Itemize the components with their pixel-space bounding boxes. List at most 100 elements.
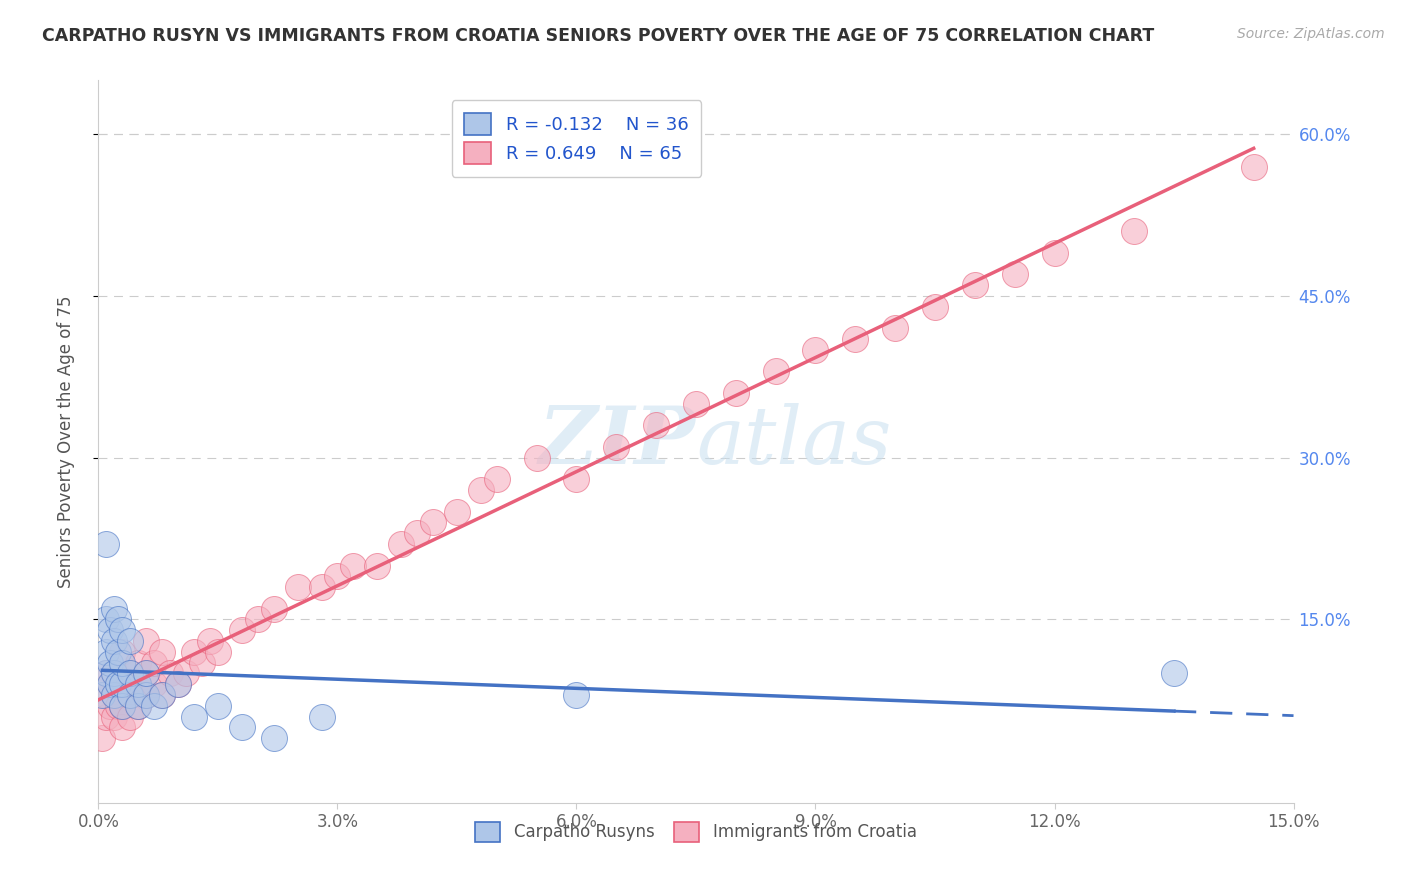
Point bbox=[111, 624, 134, 638]
Point bbox=[1123, 224, 1146, 238]
Point bbox=[287, 580, 309, 594]
Point bbox=[446, 505, 468, 519]
Point bbox=[127, 656, 149, 670]
Point bbox=[724, 386, 747, 401]
Point bbox=[485, 472, 508, 486]
Point bbox=[1004, 268, 1026, 282]
Point bbox=[103, 634, 125, 648]
Point bbox=[207, 645, 229, 659]
Point bbox=[765, 364, 787, 378]
Point bbox=[111, 698, 134, 713]
Point bbox=[98, 698, 122, 713]
Text: ZIP: ZIP bbox=[538, 403, 696, 480]
Point bbox=[150, 688, 173, 702]
Point bbox=[311, 709, 333, 723]
Point bbox=[120, 688, 142, 702]
Point bbox=[263, 731, 285, 745]
Point bbox=[246, 612, 269, 626]
Point bbox=[167, 677, 190, 691]
Point bbox=[103, 688, 125, 702]
Point bbox=[198, 634, 221, 648]
Point bbox=[120, 666, 142, 681]
Point bbox=[111, 677, 134, 691]
Point bbox=[111, 645, 134, 659]
Point bbox=[107, 612, 129, 626]
Point bbox=[183, 709, 205, 723]
Point bbox=[183, 645, 205, 659]
Point bbox=[231, 624, 253, 638]
Point bbox=[91, 731, 114, 745]
Point bbox=[645, 418, 668, 433]
Point bbox=[96, 645, 118, 659]
Point bbox=[103, 666, 125, 681]
Point bbox=[143, 698, 166, 713]
Point bbox=[96, 666, 118, 681]
Point bbox=[107, 698, 129, 713]
Point bbox=[96, 688, 118, 702]
Point bbox=[470, 483, 492, 497]
Point bbox=[98, 677, 122, 691]
Point bbox=[98, 677, 122, 691]
Point bbox=[127, 698, 149, 713]
Point bbox=[159, 666, 181, 681]
Point bbox=[96, 709, 118, 723]
Point bbox=[685, 397, 707, 411]
Point bbox=[111, 656, 134, 670]
Point bbox=[98, 656, 122, 670]
Point bbox=[565, 472, 588, 486]
Point bbox=[135, 688, 157, 702]
Point bbox=[103, 666, 125, 681]
Point bbox=[96, 537, 118, 551]
Point bbox=[1163, 666, 1185, 681]
Point bbox=[422, 516, 444, 530]
Point bbox=[174, 666, 197, 681]
Point bbox=[150, 688, 173, 702]
Point bbox=[135, 634, 157, 648]
Point bbox=[96, 612, 118, 626]
Point bbox=[120, 666, 142, 681]
Point bbox=[605, 440, 627, 454]
Point bbox=[1243, 160, 1265, 174]
Point bbox=[127, 698, 149, 713]
Legend: Carpatho Rusyns, Immigrants from Croatia: Carpatho Rusyns, Immigrants from Croatia bbox=[468, 815, 924, 848]
Point bbox=[191, 656, 214, 670]
Point bbox=[150, 645, 173, 659]
Point bbox=[103, 709, 125, 723]
Point bbox=[91, 688, 114, 702]
Point bbox=[107, 677, 129, 691]
Point bbox=[135, 688, 157, 702]
Text: CARPATHO RUSYN VS IMMIGRANTS FROM CROATIA SENIORS POVERTY OVER THE AGE OF 75 COR: CARPATHO RUSYN VS IMMIGRANTS FROM CROATI… bbox=[42, 27, 1154, 45]
Point bbox=[207, 698, 229, 713]
Point bbox=[120, 634, 142, 648]
Point bbox=[406, 526, 429, 541]
Point bbox=[103, 688, 125, 702]
Point bbox=[120, 688, 142, 702]
Point bbox=[135, 666, 157, 681]
Point bbox=[111, 698, 134, 713]
Point bbox=[963, 278, 986, 293]
Y-axis label: Seniors Poverty Over the Age of 75: Seniors Poverty Over the Age of 75 bbox=[56, 295, 75, 588]
Text: Source: ZipAtlas.com: Source: ZipAtlas.com bbox=[1237, 27, 1385, 41]
Point bbox=[167, 677, 190, 691]
Point bbox=[98, 624, 122, 638]
Point bbox=[231, 720, 253, 734]
Point bbox=[326, 569, 349, 583]
Point bbox=[135, 666, 157, 681]
Point bbox=[263, 601, 285, 615]
Point bbox=[107, 645, 129, 659]
Point bbox=[924, 300, 946, 314]
Point bbox=[844, 332, 866, 346]
Text: atlas: atlas bbox=[696, 403, 891, 480]
Point bbox=[111, 720, 134, 734]
Point bbox=[565, 688, 588, 702]
Point bbox=[1043, 245, 1066, 260]
Point bbox=[111, 677, 134, 691]
Point bbox=[127, 677, 149, 691]
Point bbox=[342, 558, 364, 573]
Point bbox=[366, 558, 388, 573]
Point bbox=[804, 343, 827, 357]
Point bbox=[389, 537, 412, 551]
Point bbox=[526, 450, 548, 465]
Point bbox=[120, 709, 142, 723]
Point bbox=[107, 677, 129, 691]
